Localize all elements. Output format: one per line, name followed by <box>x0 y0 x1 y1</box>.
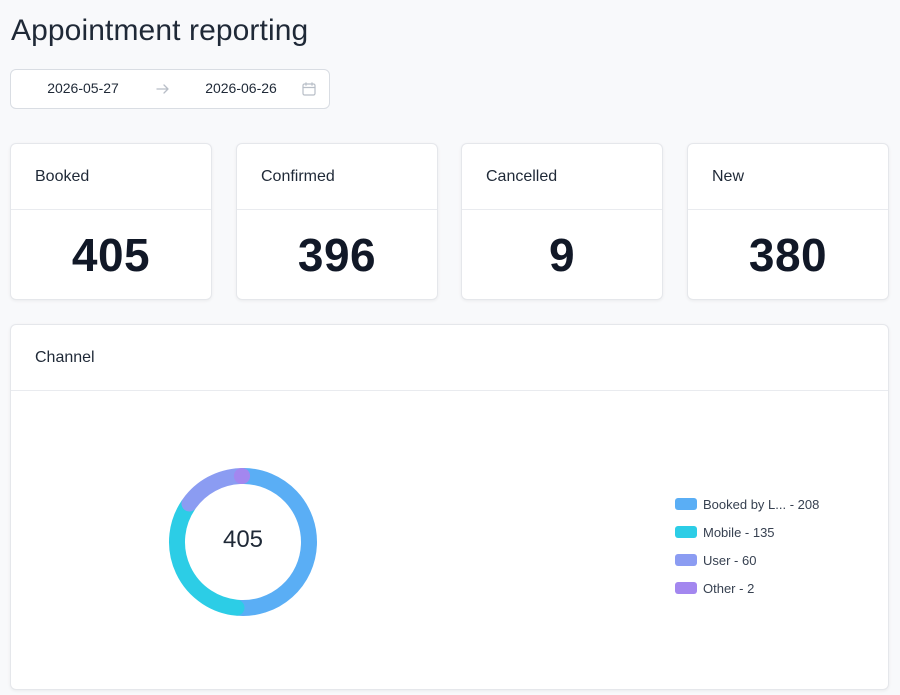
stat-card-new: New 380 <box>687 143 889 300</box>
legend-item[interactable]: Other - 2 <box>675 574 819 602</box>
stat-card-booked: Booked 405 <box>10 143 212 300</box>
stat-label: Cancelled <box>462 144 662 210</box>
legend-item[interactable]: Mobile - 135 <box>675 518 819 546</box>
legend-swatch <box>675 554 697 566</box>
end-date-input[interactable] <box>186 80 296 96</box>
chart-legend: Booked by L... - 208 Mobile - 135 User - 6… <box>675 490 819 602</box>
stat-label: Confirmed <box>237 144 437 210</box>
legend-swatch <box>675 498 697 510</box>
calendar-icon[interactable] <box>301 81 317 97</box>
donut-slice-user[interactable] <box>181 468 249 512</box>
legend-label: Other - 2 <box>703 580 755 596</box>
start-date-input[interactable] <box>28 80 138 96</box>
stat-label: Booked <box>11 144 211 210</box>
arrow-right-icon <box>156 84 169 94</box>
stat-value: 396 <box>297 229 377 281</box>
channel-title: Channel <box>11 325 888 391</box>
legend-item[interactable]: User - 60 <box>675 546 819 574</box>
stat-label: New <box>688 144 888 210</box>
legend-label: Booked by L... - 208 <box>703 496 820 512</box>
stat-value: 380 <box>748 229 828 281</box>
legend-item[interactable]: Booked by L... - 208 <box>675 490 819 518</box>
stat-card-confirmed: Confirmed 396 <box>236 143 438 300</box>
legend-label: User - 60 <box>703 552 757 568</box>
date-range-picker[interactable] <box>10 69 330 109</box>
donut-total-label: 405 <box>222 526 264 553</box>
channel-card: Channel 405 Booked by L... - 208 Mobile -… <box>10 324 889 690</box>
stat-value: 405 <box>71 229 151 281</box>
stat-value: 9 <box>548 229 576 281</box>
page-title: Appointment reporting <box>11 14 309 47</box>
donut-slice-booked-by-l[interactable] <box>230 468 317 616</box>
legend-swatch <box>675 526 697 538</box>
donut-slice-mobile[interactable] <box>169 497 245 616</box>
channel-donut-chart <box>169 468 317 616</box>
stat-card-cancelled: Cancelled 9 <box>461 143 663 300</box>
legend-label: Mobile - 135 <box>703 524 775 540</box>
legend-swatch <box>675 582 697 594</box>
